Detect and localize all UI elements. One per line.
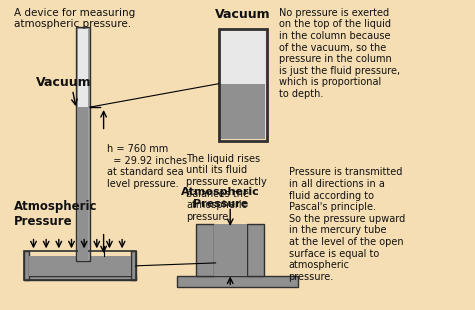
- Bar: [24, 251, 28, 281]
- Bar: [220, 31, 265, 84]
- Text: Atmospheric
Pressure: Atmospheric Pressure: [14, 200, 97, 228]
- Bar: [24, 276, 136, 281]
- Bar: [24, 251, 136, 281]
- Bar: [196, 224, 214, 276]
- Bar: [218, 29, 267, 141]
- Bar: [247, 224, 264, 276]
- Bar: [177, 276, 298, 287]
- Bar: [76, 27, 90, 261]
- Text: A device for measuring
atmospheric pressure.: A device for measuring atmospheric press…: [14, 8, 135, 29]
- Text: Vacuum: Vacuum: [215, 8, 271, 21]
- Bar: [131, 251, 136, 281]
- Bar: [78, 29, 88, 107]
- Bar: [78, 107, 88, 261]
- Bar: [220, 84, 265, 139]
- Text: Pressure is transmitted
in all directions in a
fluid according to
Pascal's princ: Pressure is transmitted in all direction…: [289, 167, 405, 282]
- Bar: [28, 256, 131, 276]
- Text: Atmospheric
Pressure: Atmospheric Pressure: [181, 187, 260, 209]
- Text: The liquid rises
until its fluid
pressure exactly
balances the
atmospheric
press: The liquid rises until its fluid pressur…: [186, 154, 267, 222]
- Text: No pressure is exerted
on the top of the liquid
in the column because
of the vac: No pressure is exerted on the top of the…: [279, 8, 400, 99]
- Text: h = 760 mm
  = 29.92 inches
at standard sea
level pressure.: h = 760 mm = 29.92 inches at standard se…: [106, 144, 187, 189]
- Text: Vacuum: Vacuum: [36, 76, 91, 89]
- Bar: [214, 224, 247, 276]
